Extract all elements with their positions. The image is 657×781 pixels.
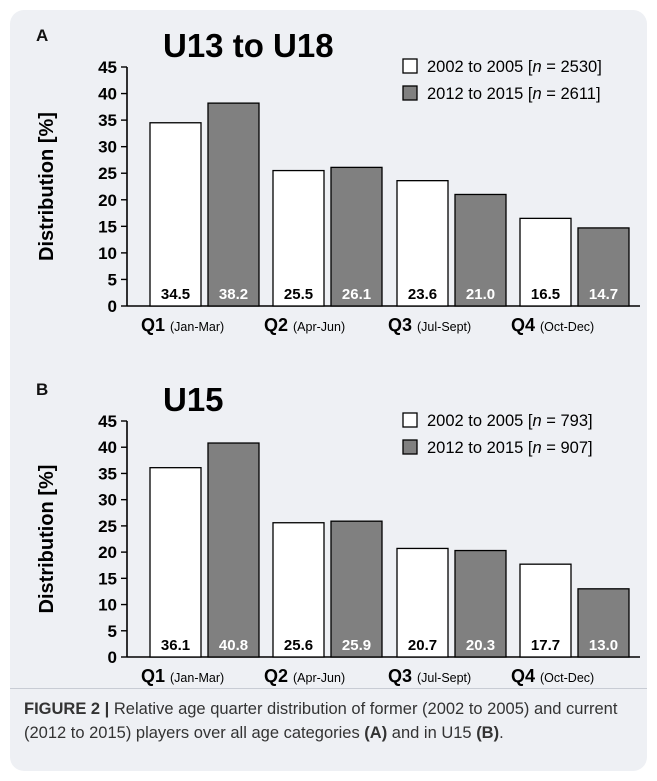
y-tick-label: 15: [98, 569, 117, 588]
legend-swatch-1: [402, 412, 418, 428]
y-tick-label: 30: [98, 138, 117, 157]
x-tick-label: Q4 (Oct-Dec): [511, 666, 594, 686]
legend-label-2: 2012 to 2015 [n = 2611]: [427, 85, 601, 103]
x-tick-label: Q1 (Jan-Mar): [141, 666, 224, 686]
caption-divider: [10, 688, 647, 689]
bar-data-label: 23.6: [408, 286, 437, 303]
panel-letter: A: [36, 26, 48, 45]
bar-series-2: [207, 102, 260, 307]
y-tick-label: 20: [98, 543, 117, 562]
chart-title: U15: [163, 381, 224, 418]
bar-series-2: [207, 442, 260, 658]
bar-data-label: 17.7: [531, 637, 560, 654]
bar-series-2: [454, 549, 507, 658]
bar-series-1: [149, 467, 202, 658]
bar-series-1: [396, 547, 449, 658]
bar-data-label: 16.5: [531, 286, 560, 303]
y-tick-label: 30: [98, 491, 117, 510]
y-tick-label: 25: [98, 517, 117, 536]
y-tick-label: 20: [98, 191, 117, 210]
y-tick-label: 25: [98, 164, 117, 183]
chart-panel-a: A U13 to U18 Distribution [%] 0 5 10 15 20 25 30 3…: [36, 26, 640, 335]
bar-data-label: 20.7: [408, 637, 437, 654]
bar-data-label: 25.5: [284, 286, 313, 303]
bar-series-1: [519, 563, 572, 658]
bar-series-2: [577, 227, 630, 307]
chart-panel-b: B U15 Distribution [%] 0 5 10 15 20 25 30 35 40 45 36…: [36, 380, 640, 686]
figure-caption: FIGURE 2 | Relative age quarter distribu…: [24, 697, 634, 745]
bar-series-1: [272, 169, 325, 307]
bar-series-2: [330, 166, 383, 307]
bar-series-1: [396, 180, 449, 307]
bar-series-2: [330, 520, 383, 658]
figure-charts: A U13 to U18 Distribution [%] 0 5 10 15 20 25 30 3…: [36, 26, 640, 686]
y-tick-label: 35: [98, 464, 117, 483]
bar-series-2: [577, 588, 630, 658]
caption-text-1: Relative age quarter distribution of for…: [24, 700, 618, 742]
y-tick-label: 5: [108, 270, 117, 289]
y-tick-label: 35: [98, 111, 117, 130]
caption-ref-a: (A): [364, 724, 388, 742]
bar-data-label: 36.1: [161, 637, 190, 654]
y-axis-label: Distribution [%]: [36, 112, 58, 261]
bar-data-label: 25.9: [342, 637, 371, 654]
y-tick-label: 10: [98, 244, 117, 263]
x-tick-label: Q3 (Jul-Sept): [388, 666, 471, 686]
y-tick-label: 45: [98, 412, 117, 431]
bar-data-label: 25.6: [284, 637, 313, 654]
caption-ref-b: (B): [476, 724, 500, 742]
x-tick-label: Q1 (Jan-Mar): [141, 315, 224, 335]
bar-data-label: 34.5: [161, 286, 190, 303]
legend-swatch-2: [402, 439, 418, 455]
y-tick-label: 10: [98, 596, 117, 615]
bar-series-1: [272, 522, 325, 658]
panel-letter: B: [36, 380, 48, 399]
x-tick-label: Q2 (Apr-Jun): [264, 315, 345, 335]
bar-series-2: [454, 193, 507, 307]
x-tick-label: Q2 (Apr-Jun): [264, 666, 345, 686]
chart-title: U13 to U18: [163, 27, 334, 64]
bar-data-label: 38.2: [219, 286, 248, 303]
y-axis-label: Distribution [%]: [36, 465, 58, 614]
legend-label-2: 2012 to 2015 [n = 907]: [427, 439, 593, 457]
y-tick-label: 40: [98, 438, 117, 457]
y-tick-label: 40: [98, 85, 117, 104]
y-tick-label: 0: [108, 297, 117, 316]
legend-swatch-2: [402, 85, 418, 101]
legend-swatch-1: [402, 58, 418, 74]
bar-data-label: 13.0: [589, 637, 618, 654]
y-tick-label: 15: [98, 217, 117, 236]
caption-label: FIGURE 2 |: [24, 700, 110, 718]
bar-data-label: 21.0: [466, 286, 495, 303]
y-tick-label: 45: [98, 58, 117, 77]
bar-series-1: [519, 217, 572, 307]
bar-series-1: [149, 122, 202, 307]
y-tick-label: 0: [108, 648, 117, 667]
bar-data-label: 40.8: [219, 637, 248, 654]
y-tick-label: 5: [108, 622, 117, 641]
legend-label-1: 2002 to 2005 [n = 793]: [427, 412, 593, 430]
legend-label-1: 2002 to 2005 [n = 2530]: [427, 58, 602, 76]
bar-data-label: 26.1: [342, 286, 371, 303]
x-tick-label: Q3 (Jul-Sept): [388, 315, 471, 335]
bar-data-label: 14.7: [589, 286, 618, 303]
x-tick-label: Q4 (Oct-Dec): [511, 315, 594, 335]
caption-text-2: and in U15: [387, 724, 477, 742]
bar-data-label: 20.3: [466, 637, 495, 654]
caption-text-3: .: [499, 724, 504, 742]
